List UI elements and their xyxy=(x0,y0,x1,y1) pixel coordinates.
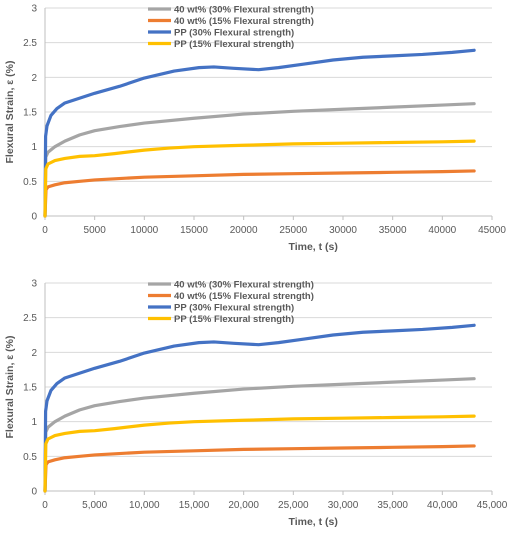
y-tick-labels: 0 0.5 1 1.5 2 2.5 3 xyxy=(23,4,37,223)
y-tick-label: 2 xyxy=(31,73,37,84)
x-tick-labels: 0 5000 10000 15000 20000 25000 30000 35000 40000… xyxy=(42,216,506,236)
y-tick-label: 0.5 xyxy=(23,452,37,463)
series-line-4 xyxy=(43,139,476,218)
y-axis-title: Flexural Strain, ε (%) xyxy=(4,60,16,163)
x-tick-label: 35,000 xyxy=(377,500,408,511)
series-line-3 xyxy=(43,48,476,218)
x-tick-label: 10,000 xyxy=(129,500,160,511)
gridlines xyxy=(45,282,492,457)
x-tick-label: 15,000 xyxy=(179,500,210,511)
y-tick-label: 3 xyxy=(31,4,37,15)
chart-top: 0 0.5 1 1.5 2 2.5 3 0 5000 10000 15000 20000 25000 30… xyxy=(4,4,506,254)
y-axis-title: Flexural Strain, ε (%) xyxy=(4,335,16,438)
legend-label: 40 wt% (30% Flexural strength) xyxy=(174,5,314,16)
legend: 40 wt% (30% Flexural strength)40 wt% (15… xyxy=(148,280,314,325)
x-tick-label: 15000 xyxy=(180,225,208,236)
x-tick-label: 10000 xyxy=(130,225,158,236)
series-line-1 xyxy=(43,102,476,218)
legend-label: PP (30% Flexural strength) xyxy=(174,303,294,314)
x-tick-label: 30000 xyxy=(329,225,357,236)
y-tick-label: 0 xyxy=(31,212,37,223)
y-tick-label: 0.5 xyxy=(23,177,37,188)
legend: 40 wt% (30% Flexural strength)40 wt% (15… xyxy=(148,5,314,50)
series-line-3 xyxy=(43,323,476,493)
x-tick-label: 25,000 xyxy=(278,500,309,511)
y-tick-label: 2.5 xyxy=(23,38,37,49)
series-group xyxy=(43,323,476,493)
x-tick-label: 30,000 xyxy=(328,500,359,511)
chart-bottom: 0 0.5 1 1.5 2 2.5 3 0 5,000 10,000 15,000 20,000 25,… xyxy=(4,279,508,529)
series-line-1 xyxy=(43,377,476,493)
legend-label: PP (30% Flexural strength) xyxy=(174,28,294,39)
y-tick-label: 3 xyxy=(31,279,37,290)
x-tick-label: 5000 xyxy=(84,225,107,236)
x-tick-label: 25000 xyxy=(279,225,307,236)
series-line-2 xyxy=(43,444,476,493)
x-tick-label: 5,000 xyxy=(82,500,107,511)
x-tick-label: 0 xyxy=(42,500,48,511)
y-tick-label: 1.5 xyxy=(23,383,37,394)
x-axis-title: Time, t (s) xyxy=(288,516,337,528)
y-tick-label: 2 xyxy=(31,348,37,359)
x-tick-labels: 0 5,000 10,000 15,000 20,000 25,000 30,000 35,0… xyxy=(42,491,508,511)
legend-label: PP (15% Flexural strength) xyxy=(174,314,294,325)
x-tick-label: 40000 xyxy=(428,225,456,236)
y-tick-label: 1.5 xyxy=(23,108,37,119)
y-tick-label: 1 xyxy=(31,142,37,153)
y-tick-label: 0 xyxy=(31,487,37,498)
x-axis-title: Time, t (s) xyxy=(288,241,337,253)
x-tick-label: 45,000 xyxy=(477,500,508,511)
legend-label: 40 wt% (15% Flexural strength) xyxy=(174,16,314,27)
x-tick-label: 20,000 xyxy=(228,500,259,511)
x-tick-label: 45000 xyxy=(478,225,506,236)
legend-label: 40 wt% (15% Flexural strength) xyxy=(174,291,314,302)
x-tick-label: 20000 xyxy=(230,225,258,236)
series-line-2 xyxy=(43,169,476,218)
series-line-4 xyxy=(43,414,476,493)
x-tick-label: 35000 xyxy=(379,225,407,236)
y-tick-label: 1 xyxy=(31,417,37,428)
y-tick-labels: 0 0.5 1 1.5 2 2.5 3 xyxy=(23,279,37,498)
x-tick-label: 40,000 xyxy=(427,500,458,511)
legend-label: PP (15% Flexural strength) xyxy=(174,39,294,50)
legend-label: 40 wt% (30% Flexural strength) xyxy=(174,280,314,291)
series-group xyxy=(43,48,476,218)
y-tick-label: 2.5 xyxy=(23,313,37,324)
x-tick-label: 0 xyxy=(42,225,48,236)
